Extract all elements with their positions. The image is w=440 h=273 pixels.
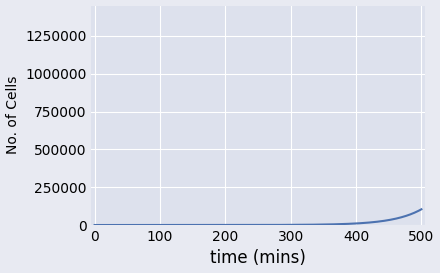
X-axis label: time (mins): time (mins) xyxy=(210,250,306,268)
Y-axis label: No. of Cells: No. of Cells xyxy=(6,76,19,155)
